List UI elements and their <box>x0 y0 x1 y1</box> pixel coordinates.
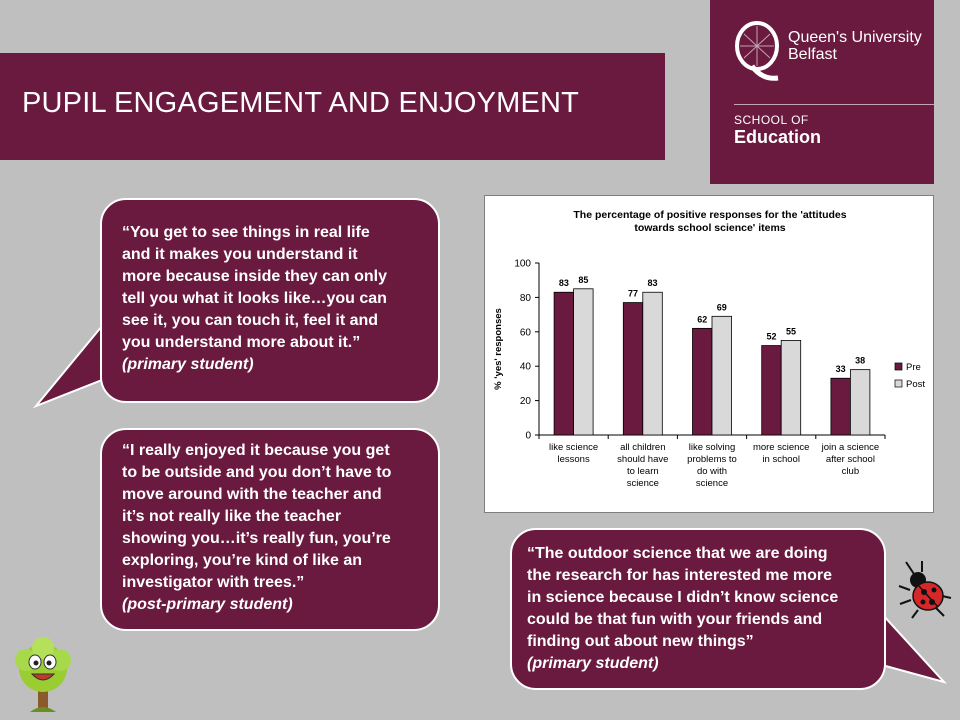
logo-line-1: Queen's University <box>788 29 922 46</box>
bar-value-label: 83 <box>559 278 569 288</box>
quote-line: “You get to see things in real life <box>122 224 370 241</box>
quote-bubble-1: “You get to see things in real life and … <box>100 198 440 403</box>
quote-line: see it, you can touch it, feel it and <box>122 312 379 329</box>
tree-mascot-icon <box>15 637 71 712</box>
x-category-label: club <box>842 466 859 477</box>
y-tick-label: 100 <box>514 259 531 270</box>
x-category-label: to learn <box>627 466 659 477</box>
logo-school-of: SCHOOL OF <box>734 113 809 127</box>
quote-line: more because inside they can only <box>122 268 387 285</box>
quote-attribution: (post-primary student) <box>122 596 293 613</box>
quote-line: in science because I didn’t know science <box>527 589 839 606</box>
legend-swatch <box>894 379 903 388</box>
quote-line: move around with the teacher and <box>122 486 382 503</box>
quote-bubble-2: “I really enjoyed it because you get to … <box>100 428 440 631</box>
x-category-label: lessons <box>557 454 589 465</box>
quote-line: exploring, you’re kind of like an <box>122 552 363 569</box>
quote-line: to be outside and you don’t have to <box>122 464 392 481</box>
bar-value-label: 52 <box>766 332 776 342</box>
quote-line: could be that fun with your friends and <box>527 611 823 628</box>
bar-value-label: 62 <box>697 314 707 324</box>
quote-line: you understand more about it.” <box>122 334 361 351</box>
y-axis-label: % 'yes' responses <box>493 308 504 390</box>
page-title: PUPIL ENGAGEMENT AND ENJOYMENT <box>22 87 580 119</box>
bar-post <box>642 291 663 436</box>
quote-line: “I really enjoyed it because you get <box>122 442 390 459</box>
x-category-label: science <box>696 478 728 489</box>
quote-line: “The outdoor science that we are doing <box>527 545 828 562</box>
quote-line: finding out about new things” <box>527 633 754 650</box>
bar-post <box>711 315 732 436</box>
y-tick-label: 60 <box>520 327 532 338</box>
bar-value-label: 38 <box>855 356 865 366</box>
bar-pre <box>622 302 644 436</box>
quote-bubble-3: “The outdoor science that we are doing t… <box>510 528 886 690</box>
bar-value-label: 83 <box>648 278 658 288</box>
x-category-label: should have <box>617 454 668 465</box>
quote-line: the research for has interested me more <box>527 567 833 584</box>
bar-value-label: 55 <box>786 326 796 336</box>
logo-school-name: Education <box>734 127 822 147</box>
chart-svg: The percentage of positive responses for… <box>493 209 925 489</box>
x-category-label: science <box>627 478 659 489</box>
bar-value-label: 77 <box>628 289 638 299</box>
quote-line: showing you…it’s really fun, you’re <box>122 530 391 547</box>
x-category-label: like science <box>549 442 598 453</box>
y-tick-label: 80 <box>520 293 532 304</box>
x-category-label: problems to <box>687 454 737 465</box>
bar-pre <box>830 377 851 436</box>
university-logo: Queen's University Belfast SCHOOL OF Edu… <box>710 0 934 184</box>
logo-line-2: Belfast <box>788 46 837 63</box>
bar-post <box>573 288 594 436</box>
x-category-label: in school <box>762 454 800 465</box>
x-category-label: more science <box>753 442 810 453</box>
bar-post <box>780 339 802 436</box>
queens-crest-icon <box>735 21 779 81</box>
bar-pre <box>553 291 574 436</box>
quote-line: investigator with trees.” <box>122 574 305 591</box>
x-category-label: do with <box>697 466 727 477</box>
quote-attribution: (primary student) <box>122 356 254 373</box>
attitudes-bar-chart: The percentage of positive responses for… <box>484 195 934 513</box>
logo-divider <box>734 104 934 105</box>
x-category-label: after school <box>826 454 875 465</box>
x-category-label: like solving <box>689 442 735 453</box>
quote-line: tell you what it looks like…you can <box>122 290 387 307</box>
bar-value-label: 85 <box>578 275 588 285</box>
y-tick-label: 20 <box>520 396 532 407</box>
ladybird-icon <box>898 561 952 619</box>
legend-swatch <box>894 362 903 371</box>
bar-value-label: 33 <box>836 364 846 374</box>
legend-label: Pre <box>906 362 921 373</box>
bar-value-label: 69 <box>717 302 727 312</box>
legend-label: Post <box>906 379 925 390</box>
quote-line: it’s not really like the teacher <box>122 508 342 525</box>
y-tick-label: 0 <box>525 431 531 442</box>
bar-pre <box>692 327 713 436</box>
y-tick-label: 40 <box>520 362 532 373</box>
chart-title-line: towards school science' items <box>634 222 785 234</box>
bar-pre <box>761 345 782 436</box>
x-category-label: join a science <box>821 442 880 453</box>
quote-line: and it makes you understand it <box>122 246 358 263</box>
title-banner: PUPIL ENGAGEMENT AND ENJOYMENT <box>0 53 665 160</box>
x-category-label: all children <box>620 442 665 453</box>
chart-title-line: The percentage of positive responses for… <box>573 209 846 221</box>
bar-post <box>849 369 871 436</box>
quote-attribution: (primary student) <box>527 655 659 672</box>
